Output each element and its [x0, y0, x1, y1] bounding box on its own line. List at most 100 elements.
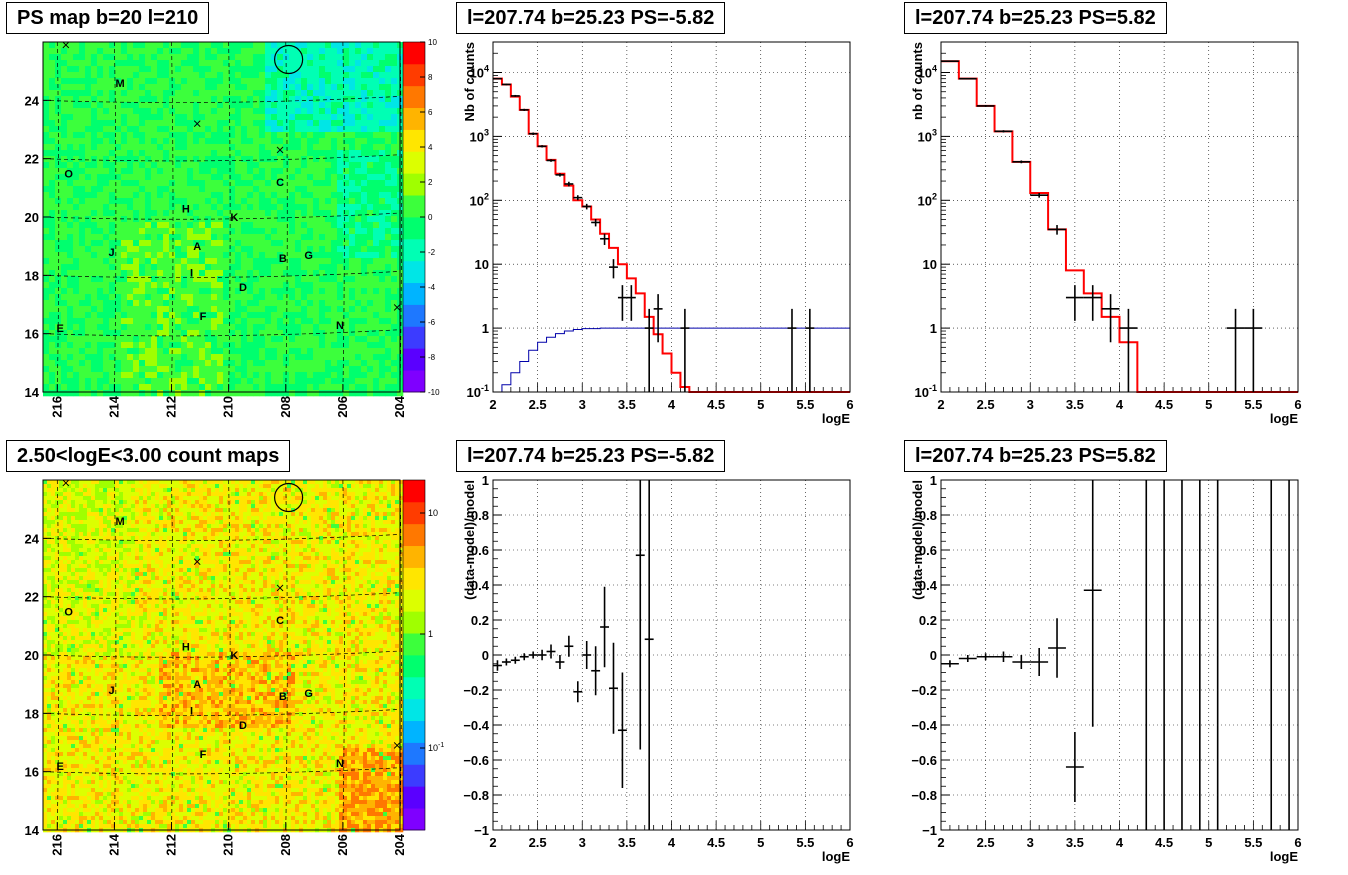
- map-pixel: [131, 492, 136, 497]
- map-pixel: [145, 366, 152, 373]
- map-pixel: [163, 536, 168, 541]
- map-pixel: [217, 84, 224, 91]
- map-pixel: [271, 384, 278, 391]
- map-pixel: [275, 484, 280, 489]
- map-pixel: [325, 294, 332, 301]
- map-pixel: [169, 132, 176, 139]
- map-pixel: [391, 60, 398, 67]
- map-pixel: [43, 312, 50, 319]
- map-pixel: [277, 282, 284, 289]
- map-pixel: [343, 360, 350, 367]
- map-pixel: [193, 252, 200, 259]
- map-pixel: [271, 180, 278, 187]
- map-pixel: [205, 294, 212, 301]
- map-pixel: [229, 300, 236, 307]
- map-pixel: [127, 114, 134, 121]
- map-pixel: [121, 270, 128, 277]
- map-pixel: [223, 536, 228, 541]
- map-pixel: [295, 512, 300, 517]
- map-pixel: [97, 390, 104, 397]
- map-pixel: [367, 138, 374, 145]
- map-pixel: [373, 144, 380, 151]
- map-pixel: [109, 306, 116, 313]
- map-pixel: [385, 342, 392, 349]
- map-pixel: [143, 524, 148, 529]
- map-pixel: [139, 520, 144, 525]
- map-pixel: [211, 294, 218, 301]
- map-pixel: [169, 360, 176, 367]
- map-pixel: [205, 276, 212, 283]
- map-pixel: [279, 532, 284, 537]
- map-pixel: [157, 84, 164, 91]
- map-pixel: [157, 366, 164, 373]
- map-pixel: [343, 342, 350, 349]
- map-pixel: [379, 300, 386, 307]
- map-pixel: [229, 60, 236, 67]
- map-pixel: [199, 508, 204, 513]
- map-pixel: [73, 168, 80, 175]
- map-pixel: [337, 222, 344, 229]
- map-pixel: [289, 246, 296, 253]
- map-pixel: [325, 234, 332, 241]
- map-pixel: [325, 60, 332, 67]
- map-pixel: [295, 520, 300, 525]
- map-pixel: [43, 210, 50, 217]
- map-pixel: [267, 484, 272, 489]
- map-pixel: [277, 150, 284, 157]
- map-pixel: [379, 342, 386, 349]
- map-pixel: [277, 66, 284, 73]
- map-pixel: [267, 528, 272, 533]
- map-pixel: [175, 48, 182, 55]
- map-pixel: [103, 504, 108, 509]
- map-pixel: [195, 508, 200, 513]
- map-pixel: [67, 282, 74, 289]
- map-pixel: [131, 528, 136, 533]
- map-pixel: [85, 240, 92, 247]
- map-pixel: [143, 492, 148, 497]
- map-pixel: [283, 264, 290, 271]
- map-pixel: [265, 378, 272, 385]
- map-pixel: [163, 216, 170, 223]
- map-pixel: [167, 516, 172, 521]
- map-pixel: [181, 114, 188, 121]
- map-pixel: [133, 228, 140, 235]
- map-pixel: [187, 484, 192, 489]
- map-pixel: [271, 234, 278, 241]
- map-pixel: [145, 132, 152, 139]
- map-pixel: [133, 372, 140, 379]
- map-pixel: [331, 120, 338, 127]
- map-pixel: [203, 528, 208, 533]
- map-pixel: [391, 48, 398, 55]
- map-pixel: [359, 528, 364, 533]
- map-pixel: [73, 258, 80, 265]
- map-pixel: [127, 252, 134, 259]
- map-pixel: [103, 524, 108, 529]
- map-pixel: [323, 512, 328, 517]
- map-pixel: [169, 306, 176, 313]
- map-pixel: [143, 532, 148, 537]
- map-pixel: [169, 318, 176, 325]
- map-pixel: [355, 360, 362, 367]
- map-pixel: [283, 492, 288, 497]
- map-pixel: [243, 492, 248, 497]
- map-pixel: [127, 192, 134, 199]
- map-pixel: [199, 372, 206, 379]
- map-pixel: [331, 536, 336, 541]
- map-pixel: [247, 168, 254, 175]
- map-pixel: [295, 312, 302, 319]
- map-pixel: [59, 492, 64, 497]
- map-pixel: [187, 150, 194, 157]
- map-pixel: [43, 66, 50, 73]
- map-pixel: [373, 54, 380, 61]
- map-pixel: [379, 246, 386, 253]
- map-pixel: [115, 508, 120, 513]
- map-pixel: [167, 536, 172, 541]
- map-pixel: [217, 288, 224, 295]
- map-pixel: [247, 108, 254, 115]
- map-pixel: [163, 492, 168, 497]
- map-pixel: [229, 252, 236, 259]
- map-pixel: [325, 42, 332, 49]
- map-pixel: [143, 484, 148, 489]
- map-pixel: [205, 222, 212, 229]
- map-pixel: [319, 270, 326, 277]
